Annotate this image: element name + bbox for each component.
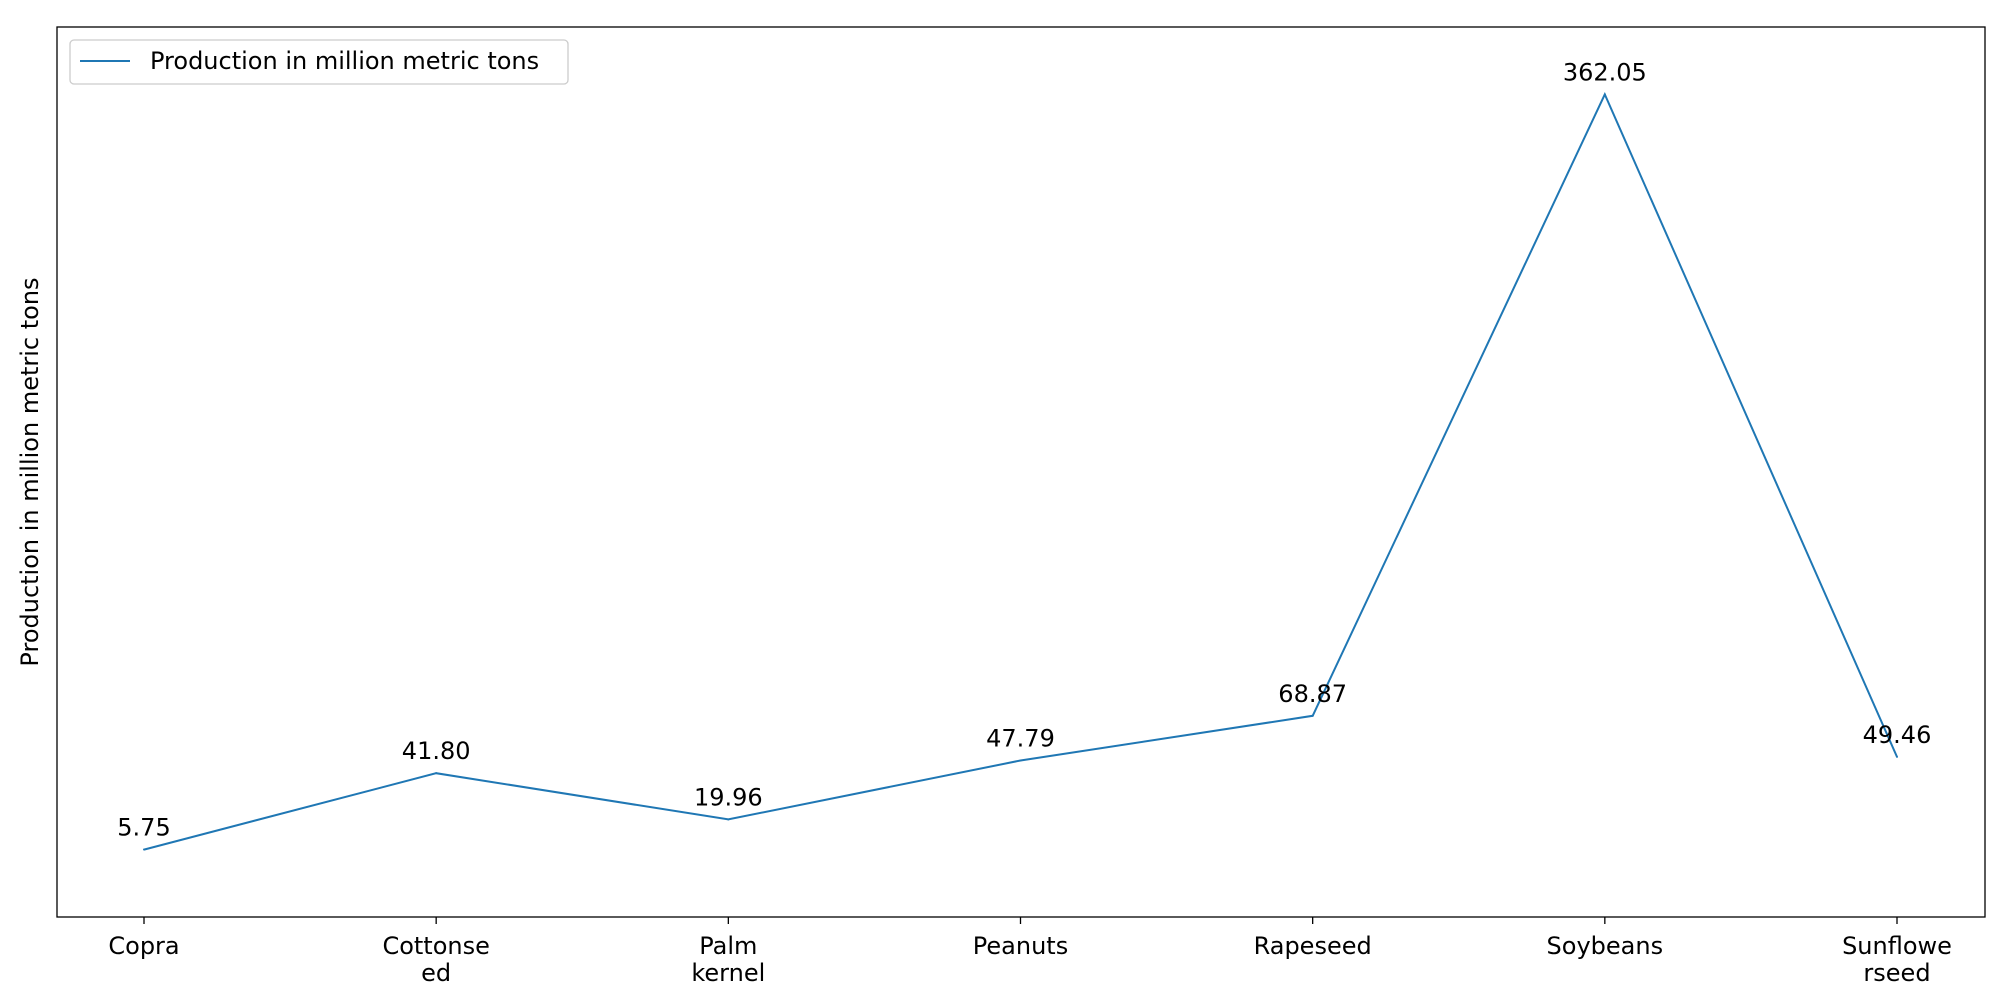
x-tick-label: Peanuts [973,932,1068,960]
x-axis: Copra Cottonse ed Palm kernel Peanuts Rapeseed… [108,917,1952,987]
data-label: 5.75 [117,814,170,842]
x-tick-label: Palm kernel [691,932,765,987]
data-point [435,772,438,775]
data-point [1019,759,1022,762]
legend-box [69,39,569,85]
data-label: 68.87 [1278,680,1347,708]
y-axis-label: Production in million metric tons [16,277,44,666]
x-tick-label: Copra [108,932,179,960]
legend-label: Production in million metric tons [150,47,539,75]
data-point [1603,93,1606,96]
data-label: 362.05 [1563,58,1647,86]
plot-area-frame [56,26,1986,918]
x-tick-label: Cottonse ed [382,932,489,987]
data-label: 41.80 [402,737,471,765]
chart-marks: 5.75 41.80 19.96 47.79 68.87 362.05 49.46 [117,58,1932,851]
data-label: 47.79 [986,724,1055,752]
data-point [1311,714,1314,717]
data-point [1896,755,1898,758]
x-tick-label: Sunflowe rseed [1842,932,1952,987]
x-tick-label: Rapeseed [1254,932,1372,960]
data-point [727,818,730,821]
data-label: 49.46 [1863,721,1932,749]
legend: Production in million metric tons [69,39,569,85]
data-point [143,848,145,851]
x-tick-label: Soybeans [1547,932,1664,960]
data-label: 19.96 [694,783,763,811]
